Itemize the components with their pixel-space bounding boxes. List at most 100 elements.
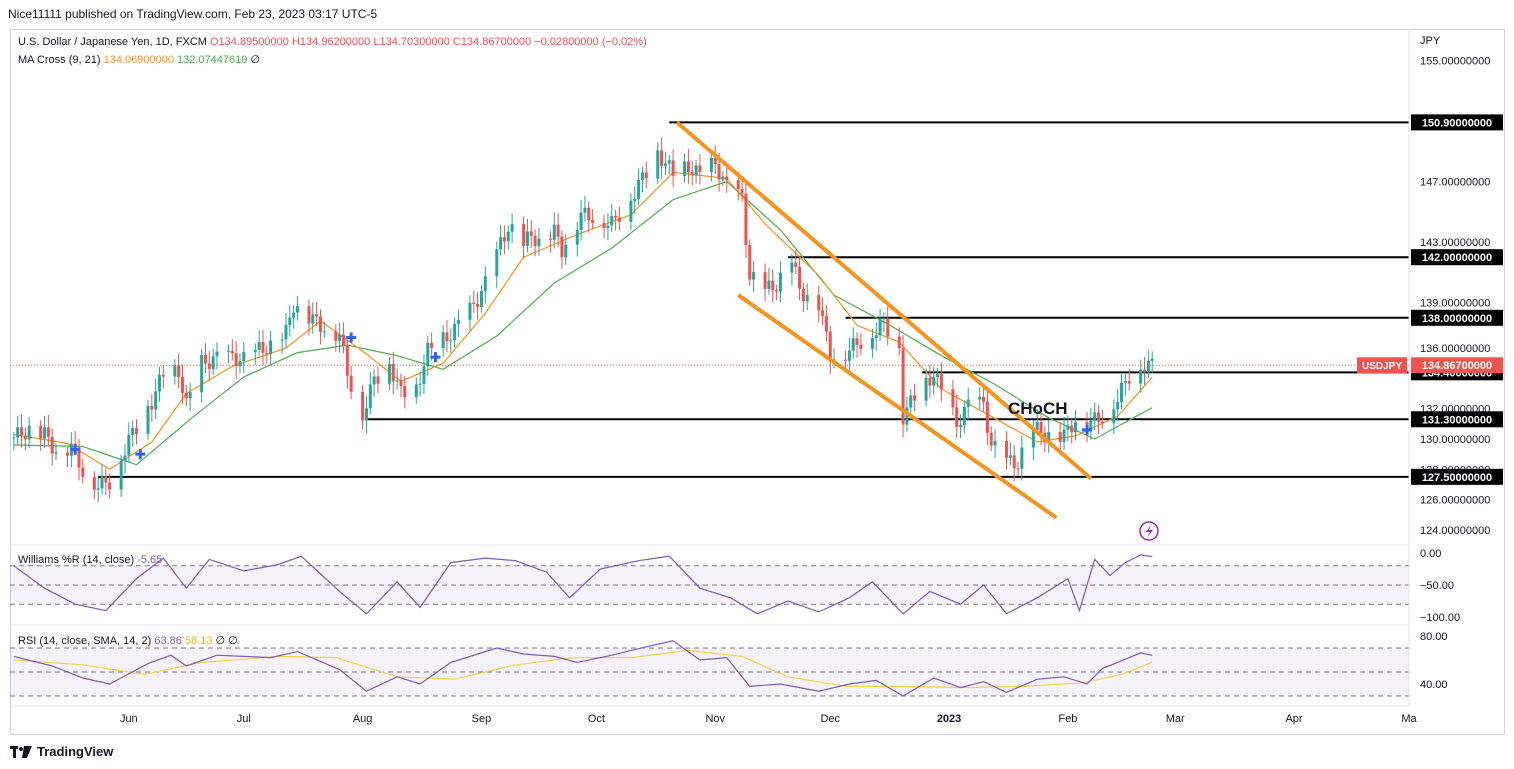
- candle-body: [368, 384, 372, 409]
- candle-body: [1100, 421, 1104, 424]
- candle-body: [1012, 455, 1016, 469]
- candle-body: [939, 374, 943, 390]
- x-tick-label: Apr: [1285, 713, 1302, 725]
- candle-body: [713, 158, 717, 164]
- candle-body: [119, 460, 123, 490]
- candle-body: [479, 291, 483, 307]
- candle-body: [188, 392, 192, 399]
- candle-body: [495, 249, 499, 277]
- candle-body: [824, 315, 828, 332]
- candle-body: [614, 215, 618, 218]
- candle-body: [1139, 369, 1143, 384]
- candle-body: [157, 374, 161, 392]
- level-label: 150.90000000: [1422, 117, 1492, 129]
- x-tick-label: Sep: [472, 713, 492, 725]
- candle-body: [134, 428, 138, 434]
- candle-body: [587, 207, 591, 221]
- channel-line[interactable]: [675, 120, 1093, 480]
- tradingview-logo[interactable]: TradingView: [10, 744, 113, 759]
- candle-body: [391, 364, 395, 382]
- symbol-name[interactable]: U.S. Dollar / Japanese Yen, 1D, FXCM: [18, 36, 207, 48]
- channel-line[interactable]: [737, 293, 1058, 520]
- candle-body: [265, 352, 269, 355]
- candle-body: [146, 405, 150, 434]
- wr-label[interactable]: Williams %R (14, close): [18, 554, 135, 566]
- x-tick-label: Mar: [1166, 713, 1185, 725]
- candle-body: [46, 427, 50, 437]
- candle-body: [709, 158, 713, 172]
- candle-body: [104, 476, 108, 483]
- candle-body: [127, 434, 131, 456]
- candle-body: [177, 365, 181, 378]
- candle-body: [1074, 422, 1078, 433]
- level-label-bg: [1411, 468, 1503, 485]
- candle-body: [361, 391, 365, 421]
- x-tick-label: 2023: [937, 713, 961, 725]
- candle-body: [257, 341, 261, 350]
- candle-body: [637, 180, 641, 199]
- candle-body: [744, 193, 748, 245]
- candle-body: [100, 476, 104, 489]
- candle-body: [1066, 425, 1070, 430]
- candle-body: [1120, 382, 1124, 402]
- candle-body: [847, 350, 851, 361]
- replay-bolt-icon[interactable]: [1139, 521, 1159, 541]
- candle-body: [453, 323, 457, 341]
- x-tick-label: Ma: [1401, 713, 1417, 725]
- wr-tick-label: 0.00: [1420, 548, 1441, 560]
- candle-body: [740, 189, 744, 194]
- candle-body: [671, 160, 675, 176]
- candle-body: [334, 331, 338, 341]
- candle-body: [154, 391, 158, 410]
- candle-body: [506, 231, 510, 242]
- published-header: Nice11111 published on TradingView.com, …: [8, 7, 378, 21]
- candle-body: [656, 150, 660, 179]
- candle-body: [633, 198, 637, 202]
- candle-body: [725, 176, 729, 181]
- candle-body: [1097, 412, 1101, 422]
- candle-body: [499, 237, 503, 250]
- ma-cross-marker: [346, 332, 357, 343]
- candle-body: [897, 336, 901, 349]
- ohlc-open: O134.89500000: [210, 36, 289, 48]
- candle-body: [16, 427, 20, 438]
- candle-body: [686, 161, 690, 172]
- last-price-label-bg: [1411, 357, 1503, 374]
- candle-body: [403, 386, 407, 398]
- candle-body: [211, 356, 215, 369]
- candle-body: [12, 437, 16, 439]
- candle-body: [1127, 381, 1131, 384]
- ma-fast-value: 134.06900000: [103, 54, 174, 66]
- ma-label[interactable]: MA Cross (9, 21): [18, 54, 101, 66]
- candle-body: [844, 359, 848, 361]
- candle-body: [50, 436, 54, 454]
- candle-body: [1143, 369, 1147, 373]
- candle-body: [962, 406, 966, 426]
- x-tick-label: Aug: [353, 713, 373, 725]
- y-tick-label: 130.00000000: [1420, 434, 1490, 446]
- candle-body: [27, 425, 31, 440]
- candle-body: [683, 161, 687, 176]
- candle-body: [1089, 420, 1093, 430]
- candle-body: [295, 306, 299, 313]
- candle-body: [1058, 432, 1062, 442]
- candle-body: [591, 220, 595, 223]
- candle-body: [19, 427, 23, 436]
- candle-body: [81, 467, 85, 477]
- x-tick-label: Jun: [120, 713, 138, 725]
- candle-body: [698, 165, 702, 172]
- candle-body: [763, 272, 767, 289]
- candle-body: [909, 395, 913, 408]
- candle-body: [349, 375, 353, 392]
- rsi-legend: RSI (14, close, SMA, 14, 2) 63.86 58.13 …: [18, 634, 238, 647]
- rsi-label[interactable]: RSI (14, close, SMA, 14, 2): [18, 635, 152, 647]
- ma-cross-marker: [430, 352, 441, 363]
- candle-body: [207, 363, 211, 369]
- candle-body: [886, 318, 890, 337]
- candle-body: [602, 222, 606, 229]
- x-tick-label: Feb: [1058, 713, 1077, 725]
- candle-body: [322, 331, 326, 333]
- y-tick-label: 136.00000000: [1420, 343, 1490, 355]
